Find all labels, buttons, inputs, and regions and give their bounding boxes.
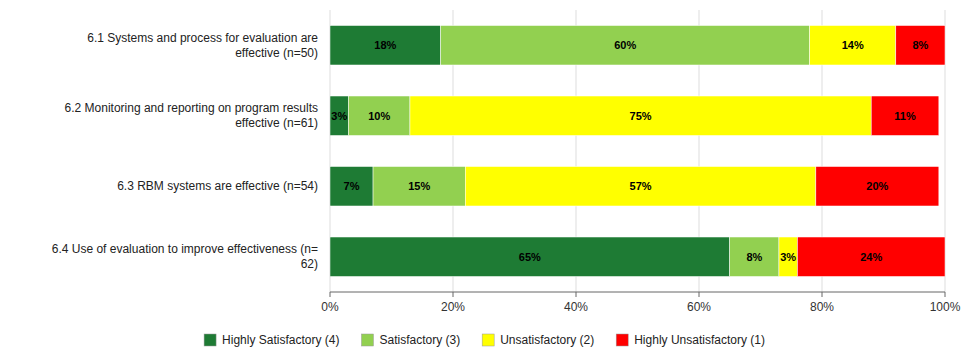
legend-swatch [482, 334, 494, 346]
category-label-line: 6.2 Monitoring and reporting on program … [65, 101, 318, 115]
bar-segment [330, 96, 348, 135]
category-label: 6.2 Monitoring and reporting on program … [65, 101, 318, 130]
data-label: 10% [368, 110, 390, 122]
bar-segment [816, 167, 939, 206]
bar-segment [441, 26, 810, 65]
tick [330, 292, 331, 297]
bar-segment [465, 167, 816, 206]
bar-segment [810, 26, 896, 65]
data-label: 7% [344, 180, 360, 192]
legend-label: Highly Unsatisfactory (1) [634, 333, 765, 347]
tick [576, 292, 577, 297]
bar-segment [896, 26, 945, 65]
bars [330, 26, 945, 277]
legend-item: Highly Satisfactory (4) [204, 333, 339, 347]
legend-swatch [204, 334, 216, 346]
bar-segment [330, 26, 441, 65]
legend-item: Unsatisfactory (2) [482, 333, 594, 347]
bar-segment [330, 237, 730, 276]
chart: 0% 20% 40% 60% 80% 100% 18% 60% 14% 8% 3% 10% 75% 11%… [0, 0, 969, 362]
bar-segment [779, 237, 797, 276]
bar-segment [410, 96, 871, 135]
data-label: 20% [866, 180, 888, 192]
tick-label: 100% [930, 300, 961, 314]
category-label-line: 6.4 Use of evaluation to improve effecti… [52, 242, 318, 256]
data-label: 18% [374, 39, 396, 51]
data-label: 60% [614, 39, 636, 51]
category-label: 6.1 Systems and process for evaluation a… [87, 31, 318, 60]
bar-segment [871, 96, 939, 135]
category-label-line: 62) [301, 257, 318, 271]
x-axis [330, 292, 945, 293]
bar-segment [348, 96, 410, 135]
grid [330, 10, 945, 292]
tick-label: 0% [321, 300, 339, 314]
category-label-line: effective (n=61) [235, 116, 318, 130]
tick [453, 292, 454, 297]
category-label-line: 6.1 Systems and process for evaluation a… [87, 31, 318, 45]
category-label: 6.3 RBM systems are effective (n=54) [117, 179, 318, 193]
legend-label: Highly Satisfactory (4) [222, 333, 339, 347]
data-label: 24% [860, 251, 882, 263]
bar-segment [330, 167, 373, 206]
bar-segment [730, 237, 779, 276]
category-label-line: 6.3 RBM systems are effective (n=54) [117, 179, 318, 193]
tick-label: 80% [810, 300, 834, 314]
bar-segment [373, 167, 465, 206]
data-label: 15% [408, 180, 430, 192]
tick-label: 20% [441, 300, 465, 314]
bar-segment [797, 237, 945, 276]
category-label: 6.4 Use of evaluation to improve effecti… [52, 242, 318, 271]
legend: Highly Satisfactory (4) Satisfactory (3) U… [204, 333, 765, 347]
legend-swatch [361, 334, 373, 346]
legend-label: Unsatisfactory (2) [500, 333, 594, 347]
tick-label: 40% [564, 300, 588, 314]
legend-item: Highly Unsatisfactory (1) [616, 333, 765, 347]
legend-swatch [616, 334, 628, 346]
data-label: 3% [331, 110, 347, 122]
data-label: 75% [630, 110, 652, 122]
tick [945, 292, 946, 297]
tick-label: 60% [687, 300, 711, 314]
data-label: 3% [780, 251, 796, 263]
category-label-line: effective (n=50) [235, 46, 318, 60]
data-label: 14% [842, 39, 864, 51]
data-label: 8% [746, 251, 762, 263]
data-label: 57% [630, 180, 652, 192]
legend-item: Satisfactory (3) [361, 333, 460, 347]
tick [822, 292, 823, 297]
data-label: 8% [912, 39, 928, 51]
data-label: 65% [519, 251, 541, 263]
legend-label: Satisfactory (3) [379, 333, 460, 347]
data-label: 11% [894, 110, 916, 122]
data-labels: 18% 60% 14% 8% 3% 10% 75% 11% 7% 15% 57% 20% 65% 8% 3%… [331, 39, 928, 263]
tick [699, 292, 700, 297]
